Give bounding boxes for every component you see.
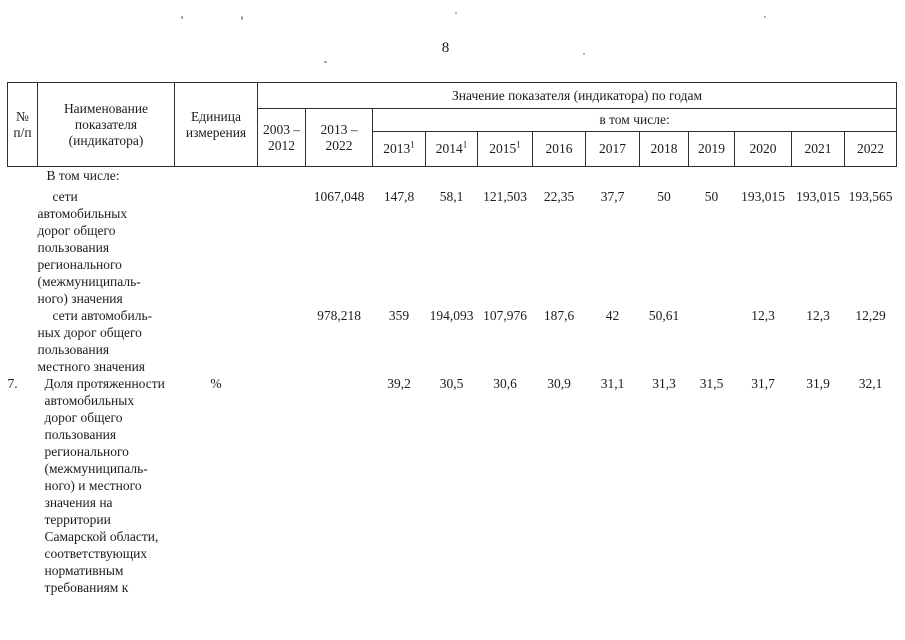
cell-num: 7.: [7, 376, 18, 391]
scan-speck: [764, 16, 766, 18]
cell-value: 31,3: [652, 376, 676, 391]
cell-value: 31,5: [699, 376, 724, 391]
cell-value: 193,565: [848, 189, 893, 204]
year-column-header: 20131: [372, 131, 426, 167]
cell-unit: [175, 167, 258, 189]
cell-value: [306, 167, 373, 189]
cell-value: [792, 167, 845, 189]
cell-value: 32,1: [858, 376, 883, 391]
scan-speck: [181, 16, 183, 19]
cell-indicator-name: В том числе:: [46, 168, 120, 183]
header-num: № п/п: [7, 82, 38, 167]
scan-speck: [455, 12, 457, 14]
year-column-header: 2021: [791, 131, 845, 167]
cell-value: 31,9: [806, 376, 830, 391]
cell-indicator-name: Доля протяженности автомобильных дорог о…: [44, 376, 165, 595]
cell-value: [258, 307, 306, 375]
cell-value: [478, 167, 533, 189]
cell-value: 42: [605, 308, 620, 323]
header-2013-2022: 2013 – 2022: [305, 108, 373, 167]
cell-value: 359: [388, 308, 410, 323]
cell-value: [640, 167, 689, 189]
cell-num: [8, 167, 38, 189]
indicator-table: № п/п Наименование показателя (индикатор…: [7, 82, 898, 596]
footnote-marker: 1: [516, 139, 521, 150]
cell-value: 50: [704, 189, 719, 204]
cell-value: 193,015: [741, 189, 785, 204]
cell-value: [689, 307, 735, 375]
cell-value: [306, 375, 373, 596]
cell-value: [373, 167, 426, 189]
cell-indicator-name: сети автомобильных дорог общего пользова…: [37, 189, 141, 306]
year-column-header: 2017: [585, 131, 640, 167]
cell-value: 58,1: [439, 189, 464, 204]
scan-speck: [324, 61, 327, 63]
cell-value: 39,2: [387, 376, 411, 391]
year-column-header: 2018: [639, 131, 689, 167]
table-row: 7. Доля протяженности автомобильных доро…: [8, 375, 897, 596]
cell-value: 50: [657, 189, 671, 204]
cell-value: 12,3: [806, 308, 830, 323]
year-column-header: 2022: [843, 131, 898, 167]
cell-value: 22,35: [543, 189, 575, 204]
year-column-header: 20151: [477, 131, 533, 167]
cell-value: 30,5: [439, 376, 464, 391]
cell-value: [426, 167, 478, 189]
cell-value: [533, 167, 586, 189]
cell-value: 187,6: [543, 308, 575, 323]
cell-unit: [175, 307, 258, 375]
scan-speck: [583, 53, 585, 55]
cell-unit: %: [210, 376, 222, 391]
cell-value: 31,7: [751, 376, 775, 391]
cell-value: 107,976: [483, 308, 527, 323]
cell-value: [586, 167, 640, 189]
cell-value: 147,8: [383, 189, 415, 204]
cell-value: 121,503: [483, 189, 527, 204]
cell-value: [689, 167, 735, 189]
cell-value: 12,29: [855, 308, 886, 323]
header-unit: Единица измерения: [174, 82, 258, 167]
cell-value: 978,218: [317, 308, 361, 323]
cell-value: [845, 167, 897, 189]
cell-num: [8, 307, 38, 375]
header-indicator-name: Наименование показателя (индикатора): [37, 82, 175, 167]
cell-value: [258, 188, 306, 307]
header-values-group: Значение показателя (индикатора) по года…: [256, 82, 898, 109]
cell-value: [258, 375, 306, 596]
cell-value: 1067,048: [313, 189, 365, 204]
year-column-header: 2016: [532, 131, 586, 167]
footnote-marker: 1: [462, 139, 468, 150]
cell-num: [8, 188, 38, 307]
header-2003-2012: 2003 – 2012: [257, 108, 306, 167]
cell-value: 194,093: [429, 308, 474, 323]
cell-value: 12,3: [751, 308, 775, 323]
cell-value: [735, 167, 792, 189]
cell-indicator-name: сети автомобиль- ных дорог общего пользо…: [37, 308, 153, 374]
year-column-header: 2020: [734, 131, 792, 167]
cell-value: 31,1: [600, 376, 625, 391]
table-row: сети автомобильных дорог общего пользова…: [8, 188, 897, 307]
year-column-header: 2019: [688, 131, 735, 167]
cell-unit: [175, 188, 258, 307]
header-including: в том числе:: [371, 108, 898, 132]
cell-value: [258, 167, 306, 189]
cell-value: 30,6: [493, 376, 517, 391]
cell-value: 50,61: [648, 308, 680, 323]
scan-speck: [241, 16, 243, 20]
cell-value: 37,7: [600, 189, 625, 204]
table-row: В том числе:: [8, 167, 897, 189]
cell-value: 193,015: [796, 189, 840, 204]
page-number: 8: [441, 40, 450, 56]
table-row: сети автомобиль- ных дорог общего пользо…: [8, 307, 897, 375]
year-column-header: 20141: [425, 131, 478, 167]
footnote-marker: 1: [410, 139, 415, 150]
cell-value: 30,9: [547, 376, 571, 391]
